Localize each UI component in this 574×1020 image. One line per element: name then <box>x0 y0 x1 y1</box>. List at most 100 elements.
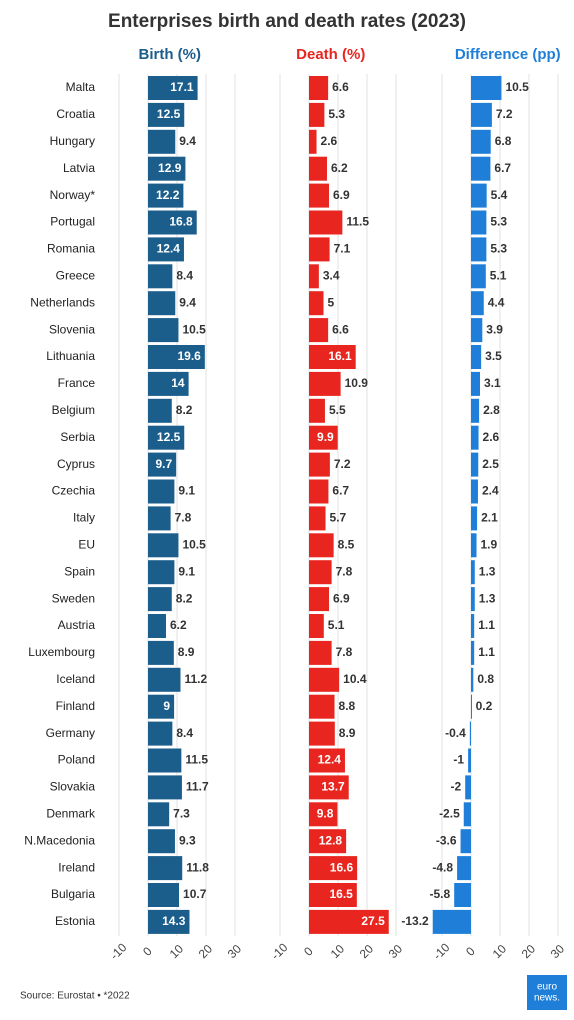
bar <box>471 129 491 154</box>
bar <box>148 775 182 800</box>
bar <box>471 506 478 531</box>
bar <box>471 587 475 612</box>
value-label: 1.1 <box>478 618 495 632</box>
value-label: 2.4 <box>482 484 499 498</box>
value-label: 4.4 <box>488 295 505 309</box>
bar <box>148 210 197 235</box>
x-tick-label: 20 <box>519 942 539 962</box>
bar <box>309 237 330 262</box>
bar <box>471 479 478 504</box>
bar <box>309 264 319 289</box>
value-label: 7.2 <box>496 107 513 121</box>
bar <box>309 533 334 558</box>
value-label: 8.2 <box>176 403 193 417</box>
x-tick-label: 10 <box>167 942 187 962</box>
category-label: EU <box>78 537 95 551</box>
value-label: 16.8 <box>169 215 193 229</box>
bar <box>309 452 330 477</box>
value-label: 1.3 <box>479 564 496 578</box>
value-label: 12.9 <box>158 161 182 175</box>
value-label: 13.7 <box>321 780 345 794</box>
bar <box>309 371 341 396</box>
category-label: Netherlands <box>30 295 95 309</box>
bar <box>469 721 471 746</box>
category-label: Belgium <box>52 403 95 417</box>
value-label: 7.1 <box>334 242 351 256</box>
category-label: Croatia <box>56 107 95 121</box>
bar <box>148 883 180 907</box>
bar <box>471 264 486 289</box>
bar <box>309 640 332 665</box>
bar <box>309 345 356 369</box>
value-label: 12.8 <box>319 833 343 847</box>
bar <box>309 398 325 423</box>
bar <box>148 560 175 585</box>
bar <box>148 614 166 638</box>
bar <box>309 76 329 100</box>
category-label: Cyprus <box>57 457 95 471</box>
category-label: Sweden <box>52 591 95 605</box>
bar <box>309 560 332 585</box>
bar <box>148 156 186 181</box>
bar <box>460 829 471 854</box>
bar <box>432 909 471 934</box>
value-label: -4.8 <box>432 860 453 874</box>
value-label: 6.7 <box>332 484 349 498</box>
bar <box>471 102 492 127</box>
x-tick-label: 30 <box>548 942 568 962</box>
value-label: 7.8 <box>336 645 353 659</box>
bar <box>471 560 475 585</box>
value-label: -5.8 <box>429 887 450 901</box>
category-label: Luxembourg <box>28 645 95 659</box>
bar <box>148 452 177 477</box>
category-label: Denmark <box>46 806 96 820</box>
value-label: 10.5 <box>505 80 529 94</box>
bar <box>148 909 190 934</box>
value-label: 7.2 <box>334 457 351 471</box>
bar <box>465 775 471 800</box>
bar <box>148 640 174 665</box>
bar <box>309 479 329 504</box>
value-label: 5.3 <box>490 242 507 256</box>
value-label: 6.9 <box>333 591 350 605</box>
value-label: 17.1 <box>170 80 194 94</box>
category-label: N.Macedonia <box>24 833 95 847</box>
value-label: 3.4 <box>323 268 340 282</box>
value-label: -2 <box>451 780 462 794</box>
x-tick-label: -10 <box>107 940 129 962</box>
bar <box>309 775 349 800</box>
bar <box>309 587 330 612</box>
bar <box>309 694 335 719</box>
bar <box>148 802 170 827</box>
category-label: Slovakia <box>50 780 96 794</box>
value-label: 1.9 <box>481 537 498 551</box>
value-label: 5.5 <box>329 403 346 417</box>
bar <box>309 721 335 746</box>
value-label: 8.8 <box>339 699 356 713</box>
bar <box>309 183 330 208</box>
bar <box>471 345 482 369</box>
value-label: 16.6 <box>330 860 354 874</box>
category-label: Austria <box>58 618 96 632</box>
bar <box>148 479 175 504</box>
value-label: 11.5 <box>185 753 208 767</box>
value-label: 11.7 <box>186 780 209 794</box>
value-label: 12.2 <box>156 188 180 202</box>
value-label: 16.1 <box>328 349 352 363</box>
bar <box>148 345 205 369</box>
category-label: Poland <box>58 753 95 767</box>
category-label: Spain <box>64 564 95 578</box>
value-label: 8.2 <box>176 591 193 605</box>
value-label: 6.8 <box>495 134 512 148</box>
bar <box>309 829 347 854</box>
value-label: 1.3 <box>479 591 496 605</box>
category-label: Hungary <box>50 134 95 148</box>
bar <box>468 748 471 773</box>
source: Source: Eurostat • *2022 <box>20 991 130 1002</box>
value-label: -2.5 <box>439 806 460 820</box>
bar <box>471 425 479 450</box>
bar <box>309 291 324 316</box>
x-tick-label: -10 <box>268 940 290 962</box>
value-label: 2.6 <box>483 430 500 444</box>
